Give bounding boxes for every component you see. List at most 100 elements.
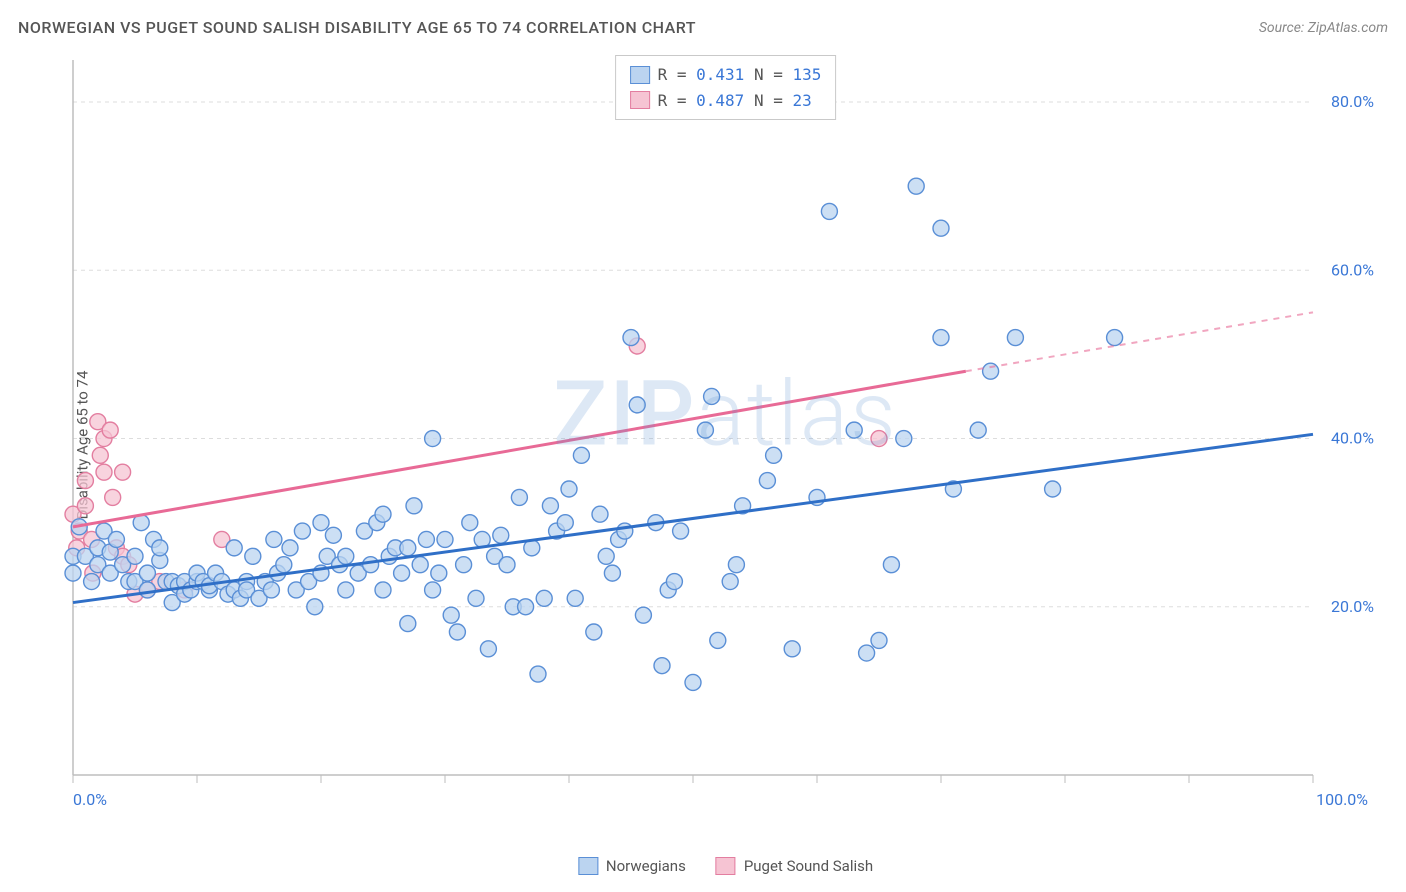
scatter-point-norwegian [406,498,422,514]
scatter-point-norwegian [338,548,354,564]
scatter-point-norwegian [518,599,534,615]
scatter-point-norwegian [567,590,583,606]
scatter-point-norwegian [139,565,155,581]
scatter-point-norwegian [462,515,478,531]
scatter-point-norwegian [418,531,434,547]
chart-header: NORWEGIAN VS PUGET SOUND SALISH DISABILI… [18,18,1388,48]
scatter-point-norwegian [629,397,645,413]
scatter-point-norwegian [604,565,620,581]
scatter-point-norwegian [493,527,509,543]
scatter-point-norwegian [1045,481,1061,497]
y-tick-label: 60.0% [1331,260,1374,279]
scatter-point-norwegian [846,422,862,438]
scatter-point-norwegian [673,523,689,539]
scatter-point-salish [115,464,131,480]
scatter-point-norwegian [226,540,242,556]
scatter-point-norwegian [456,557,472,573]
scatter-point-norwegian [722,574,738,590]
scatter-point-norwegian [480,641,496,657]
scatter-point-norwegian [394,565,410,581]
scatter-point-norwegian [728,557,744,573]
scatter-point-norwegian [933,220,949,236]
scatter-point-norwegian [375,506,391,522]
scatter-point-norwegian [598,548,614,564]
scatter-point-norwegian [468,590,484,606]
scatter-point-norwegian [266,531,282,547]
scatter-point-norwegian [276,557,292,573]
scatter-point-norwegian [654,658,670,674]
scatter-point-norwegian [425,431,441,447]
scatter-point-salish [96,464,112,480]
trendline-norwegian [73,434,1313,602]
scatter-point-norwegian [108,531,124,547]
scatter-point-norwegian [152,540,168,556]
scatter-point-norwegian [443,607,459,623]
scatter-point-norwegian [307,599,323,615]
scatter-point-norwegian [338,582,354,598]
scatter-point-norwegian [282,540,298,556]
scatter-plot-svg: 20.0%40.0%60.0%80.0%0.0%100.0% [63,55,1388,835]
scatter-point-norwegian [592,506,608,522]
scatter-point-norwegian [859,645,875,661]
scatter-point-salish [102,422,118,438]
correlation-stats-box: R = 0.431 N = 135R = 0.487 N = 23 [615,55,837,120]
stats-row: R = 0.431 N = 135 [630,62,822,88]
plot-area: 20.0%40.0%60.0%80.0%0.0%100.0% ZIPatlas … [63,55,1388,835]
scatter-point-norwegian [561,481,577,497]
scatter-point-salish [105,489,121,505]
y-tick-label: 20.0% [1331,597,1374,616]
scatter-point-norwegian [400,540,416,556]
series-swatch [630,66,650,84]
scatter-point-norwegian [666,574,682,590]
scatter-point-norwegian [511,489,527,505]
x-axis-max-label: 100.0% [1316,790,1368,809]
scatter-point-norwegian [766,447,782,463]
scatter-point-salish [77,498,93,514]
scatter-point-norwegian [1107,330,1123,346]
scatter-point-norwegian [685,674,701,690]
scatter-point-norwegian [363,557,379,573]
legend-label: Puget Sound Salish [744,857,873,875]
scatter-point-norwegian [623,330,639,346]
scatter-point-norwegian [437,531,453,547]
scatter-point-norwegian [536,590,552,606]
scatter-point-norwegian [697,422,713,438]
stats-text: R = 0.431 N = 135 [658,62,822,88]
stats-text: R = 0.487 N = 23 [658,88,812,114]
scatter-point-norwegian [759,473,775,489]
scatter-point-norwegian [635,607,651,623]
stats-row: R = 0.487 N = 23 [630,88,822,114]
scatter-point-norwegian [710,632,726,648]
scatter-point-norwegian [908,178,924,194]
scatter-point-norwegian [449,624,465,640]
scatter-point-norwegian [127,548,143,564]
scatter-point-norwegian [871,632,887,648]
scatter-point-norwegian [1007,330,1023,346]
series-swatch [630,91,650,109]
scatter-point-norwegian [983,363,999,379]
scatter-point-norwegian [400,616,416,632]
scatter-point-norwegian [883,557,899,573]
scatter-point-norwegian [933,330,949,346]
scatter-point-norwegian [557,515,573,531]
scatter-point-salish [77,473,93,489]
scatter-point-norwegian [245,548,261,564]
scatter-point-norwegian [431,565,447,581]
chart-legend: Norwegians Puget Sound Salish [578,857,873,875]
scatter-point-salish [92,447,108,463]
scatter-point-norwegian [821,203,837,219]
legend-swatch [716,857,736,875]
scatter-point-norwegian [65,565,81,581]
scatter-point-norwegian [313,515,329,531]
scatter-point-norwegian [530,666,546,682]
legend-item: Puget Sound Salish [716,857,873,875]
legend-item: Norwegians [578,857,686,875]
scatter-point-norwegian [84,574,100,590]
scatter-point-norwegian [784,641,800,657]
chart-area: Disability Age 65 to 74 20.0%40.0%60.0%8… [18,55,1388,835]
chart-title: NORWEGIAN VS PUGET SOUND SALISH DISABILI… [18,18,696,37]
scatter-point-norwegian [263,582,279,598]
scatter-point-norwegian [375,582,391,598]
y-tick-label: 40.0% [1331,429,1374,448]
scatter-point-norwegian [425,582,441,598]
